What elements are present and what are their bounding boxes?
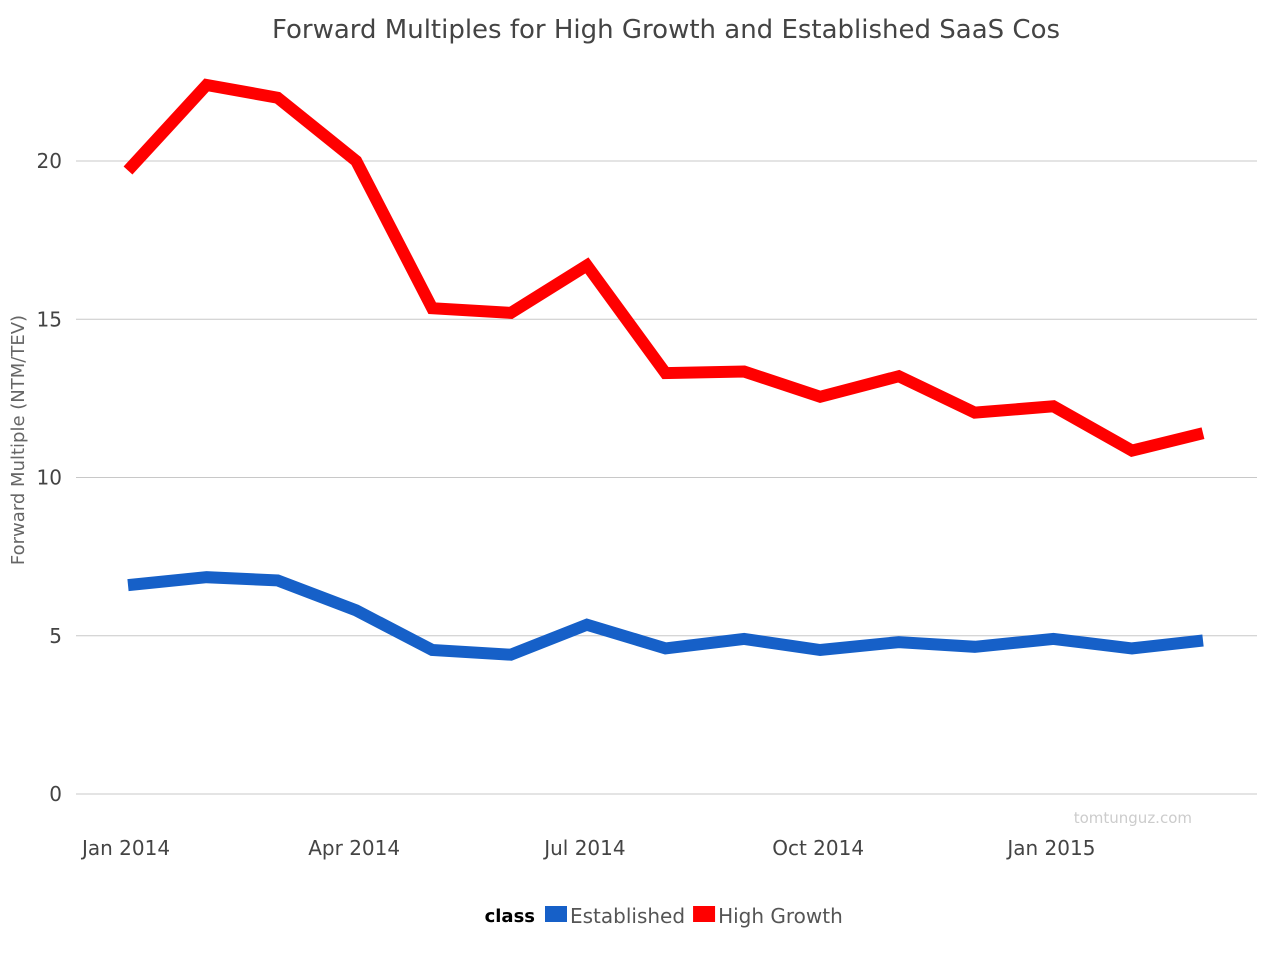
legend-title: class — [485, 906, 535, 927]
grid — [76, 160, 1257, 795]
legend: class Established High Growth — [485, 904, 843, 928]
x-axis-ticks: Jan 2014 Apr 2014 Jul 2014 Oct 2014 Jan 2015 — [80, 836, 1096, 860]
series-line-high-growth — [123, 78, 1205, 457]
legend-swatch — [545, 906, 567, 922]
y-tick-label: 15 — [37, 307, 62, 331]
x-tick-label: Jan 2014 — [80, 836, 170, 860]
legend-swatch — [693, 906, 716, 922]
legend-items: Established High Growth — [545, 904, 843, 928]
y-tick-label: 0 — [49, 782, 62, 806]
y-axis-ticks: 0 5 10 15 20 — [37, 149, 62, 806]
legend-label: Established — [570, 904, 685, 928]
x-tick-label: Oct 2014 — [772, 836, 864, 860]
series-lines — [123, 78, 1205, 661]
chart-title: Forward Multiples for High Growth and Es… — [272, 15, 1060, 45]
x-tick-label: Apr 2014 — [308, 836, 400, 860]
y-tick-label: 5 — [49, 624, 62, 648]
y-tick-label: 20 — [37, 149, 62, 173]
legend-label: High Growth — [718, 904, 843, 928]
x-tick-label: Jan 2015 — [1005, 836, 1095, 860]
x-tick-label: Jul 2014 — [542, 836, 625, 860]
y-axis-label: Forward Multiple (NTM/TEV) — [8, 315, 29, 565]
series-line-established — [127, 571, 1204, 661]
y-tick-label: 10 — [37, 466, 62, 490]
watermark: tomtunguz.com — [1074, 809, 1192, 827]
